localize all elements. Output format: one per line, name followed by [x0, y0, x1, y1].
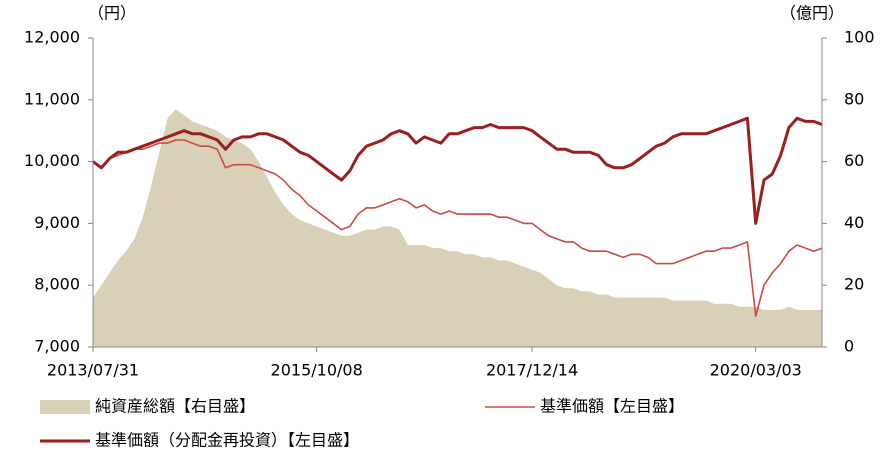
y-tick-label: 11,000	[24, 89, 80, 108]
legend-swatch	[40, 400, 90, 414]
x-tick-label: 2020/03/03	[710, 361, 802, 380]
legend-label: 基準価額（分配金再投資）【左目盛】	[95, 431, 359, 450]
legend-label: 純資産総額【右目盛】	[95, 397, 255, 416]
y2-tick-label: 40	[844, 213, 864, 232]
y2-tick-label: 20	[844, 275, 864, 294]
line	[92, 139, 823, 317]
y-tick-label: 12,000	[24, 28, 80, 47]
legend-label: 基準価額【左目盛】	[540, 397, 684, 416]
line	[92, 116, 823, 225]
y2-tick-label: 80	[844, 89, 864, 108]
x-tick-label: 2017/12/14	[486, 361, 578, 380]
x-tick-label: 2013/07/31	[47, 361, 139, 380]
y-tick-label: 9,000	[34, 213, 80, 232]
y-tick-label: 10,000	[24, 151, 80, 170]
y2-tick-label: 100	[844, 28, 875, 47]
y2-tick-label: 0	[844, 337, 854, 356]
y-tick-label: 7,000	[34, 337, 80, 356]
y2-unit-label: （億円）	[780, 4, 844, 23]
y-tick-label: 8,000	[34, 275, 80, 294]
y-unit-label: （円）	[88, 4, 136, 23]
area	[93, 109, 822, 347]
y2-tick-label: 60	[844, 151, 864, 170]
x-tick-label: 2015/10/08	[271, 361, 363, 380]
